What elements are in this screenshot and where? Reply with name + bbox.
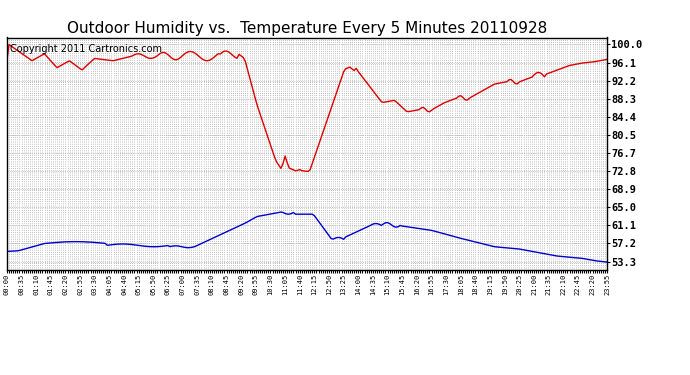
Text: Copyright 2011 Cartronics.com: Copyright 2011 Cartronics.com bbox=[10, 45, 162, 54]
Title: Outdoor Humidity vs.  Temperature Every 5 Minutes 20110928: Outdoor Humidity vs. Temperature Every 5… bbox=[67, 21, 547, 36]
